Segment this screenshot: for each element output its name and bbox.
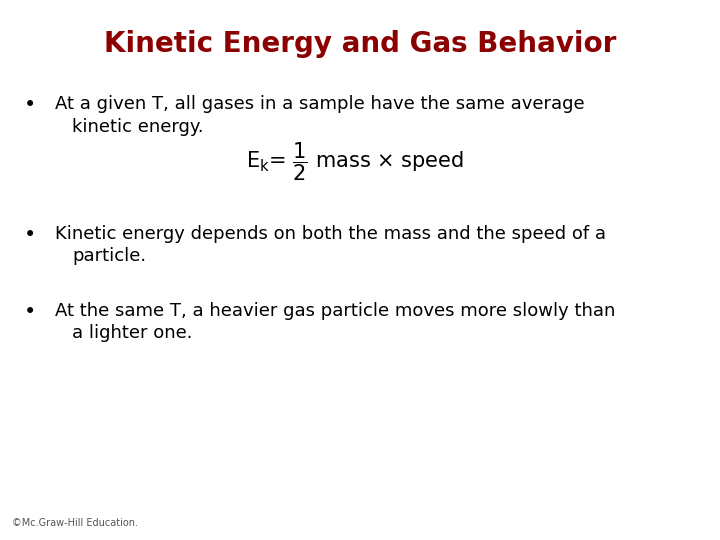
Text: At the same T, a heavier gas particle moves more slowly than: At the same T, a heavier gas particle mo… <box>55 302 616 320</box>
Text: Kinetic Energy and Gas Behavior: Kinetic Energy and Gas Behavior <box>104 30 616 58</box>
Text: kinetic energy.: kinetic energy. <box>72 118 204 136</box>
Text: •: • <box>24 302 36 322</box>
Text: ©Mc.Graw-Hill Education.: ©Mc.Graw-Hill Education. <box>12 518 138 528</box>
Text: particle.: particle. <box>72 247 146 265</box>
Text: a lighter one.: a lighter one. <box>72 324 192 342</box>
Text: At a given T, all gases in a sample have the same average: At a given T, all gases in a sample have… <box>55 95 585 113</box>
Text: Kinetic energy depends on both the mass and the speed of a: Kinetic energy depends on both the mass … <box>55 225 606 243</box>
Text: •: • <box>24 225 36 245</box>
Text: •: • <box>24 95 36 115</box>
Text: $\mathrm{E_k}$= $\dfrac{1}{2}$ mass $\times$ speed: $\mathrm{E_k}$= $\dfrac{1}{2}$ mass $\ti… <box>246 141 464 183</box>
